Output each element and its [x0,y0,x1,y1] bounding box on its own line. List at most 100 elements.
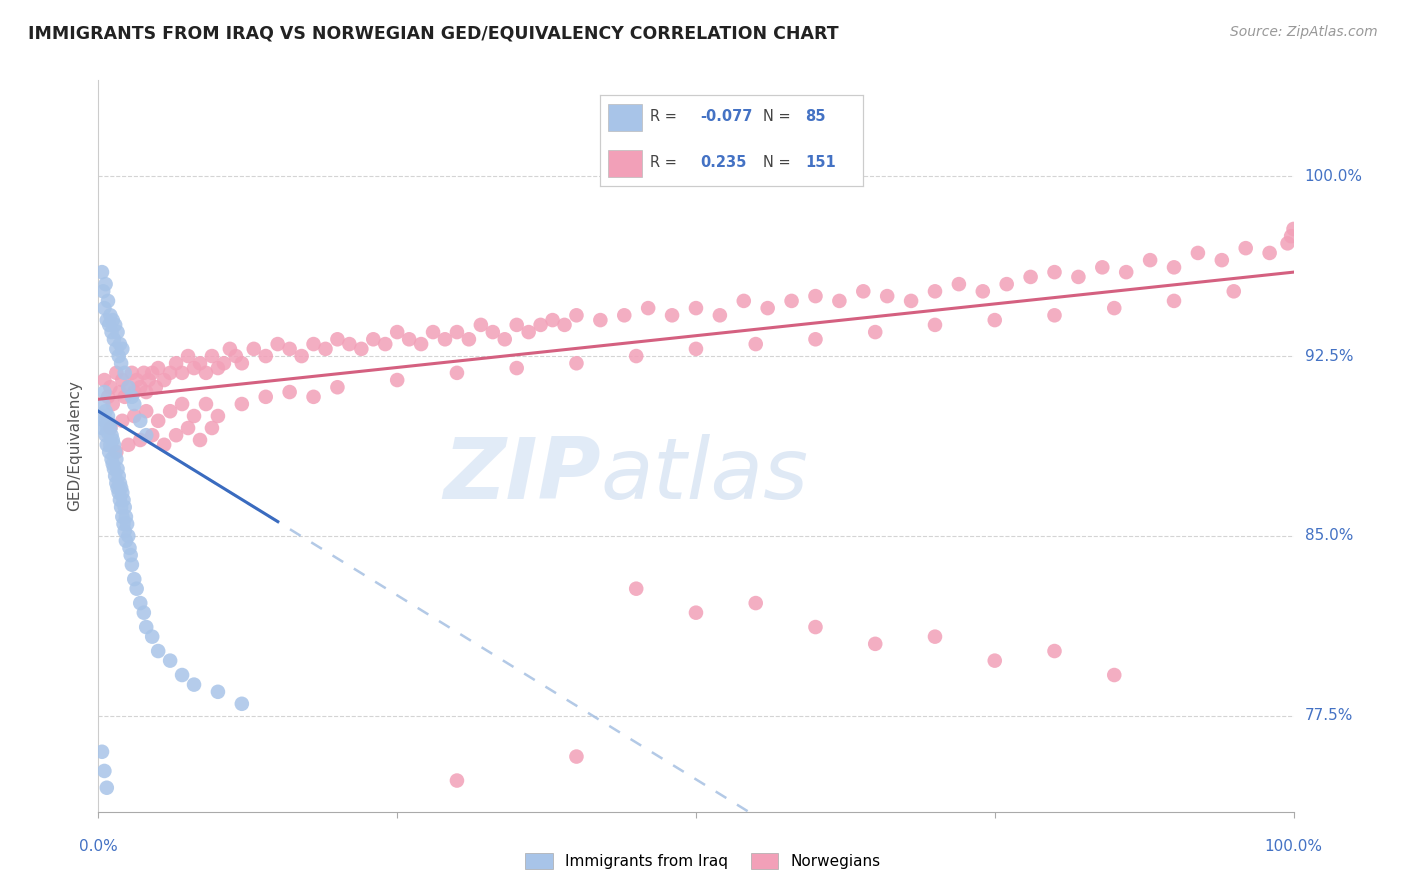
Point [165,428,187,442]
Point [188,356,211,370]
Point [107,325,129,339]
Point [110,356,132,370]
Point [541,313,564,327]
Point [924,318,946,332]
Point [107,481,129,495]
Point [326,380,349,394]
Point [709,308,731,322]
Point [100,452,122,467]
Point [125,373,148,387]
Point [446,325,468,339]
Y-axis label: GED/Equivalency: GED/Equivalency [67,381,83,511]
Point [117,529,139,543]
Point [804,620,827,634]
Text: 100.0%: 100.0% [1305,169,1362,184]
Point [108,385,131,400]
Point [172,397,194,411]
Point [97,293,120,308]
Point [93,414,115,428]
Point [385,325,409,339]
Point [1104,301,1126,315]
Point [98,421,122,435]
Point [135,620,157,634]
Point [219,342,242,356]
Point [446,773,468,788]
Point [900,293,922,308]
Point [98,380,122,394]
Text: ZIP: ZIP [443,434,600,516]
Point [188,433,211,447]
Point [494,332,516,346]
Point [1223,285,1246,299]
Point [434,332,457,346]
Point [93,764,115,778]
Point [554,318,576,332]
Point [212,356,235,370]
Text: Source: ZipAtlas.com: Source: ZipAtlas.com [1230,25,1378,39]
Point [172,668,194,682]
Point [1258,246,1281,260]
Point [105,452,128,467]
Point [108,476,131,491]
Point [148,644,170,658]
Point [458,332,481,346]
Point [112,516,135,531]
Point [589,313,612,327]
Point [91,285,114,299]
Point [125,582,148,596]
Point [1019,269,1042,284]
Point [278,385,301,400]
Point [865,637,887,651]
Text: 77.5%: 77.5% [1305,708,1353,723]
Point [104,469,127,483]
Point [135,385,157,400]
Point [101,433,124,447]
Point [685,342,707,356]
Point [96,313,118,327]
Point [115,509,138,524]
Point [101,457,124,471]
Point [231,356,253,370]
Point [105,366,128,380]
Point [1277,236,1299,251]
Point [91,421,114,435]
Point [385,373,409,387]
Point [278,342,301,356]
Point [135,428,157,442]
Point [91,745,114,759]
Point [1043,644,1066,658]
Point [110,481,132,495]
Point [98,416,121,430]
Point [94,277,117,292]
Point [96,421,118,435]
Point [101,397,124,411]
Point [254,349,277,363]
Point [98,308,122,322]
Point [159,654,181,668]
Point [626,349,648,363]
Point [107,485,129,500]
Point [98,421,122,435]
Text: 92.5%: 92.5% [1305,349,1353,364]
Point [129,380,152,394]
Point [111,509,134,524]
Point [110,500,132,515]
Point [984,313,1007,327]
Point [98,318,121,332]
Point [745,337,768,351]
Point [107,462,129,476]
Point [120,548,142,562]
Point [93,385,115,400]
Point [141,428,163,442]
Point [111,373,134,387]
Point [530,318,553,332]
Point [565,749,588,764]
Point [243,342,266,356]
Point [98,445,121,459]
Point [685,606,707,620]
Point [1282,222,1305,236]
Point [506,361,529,376]
Point [124,572,146,586]
Point [129,414,152,428]
Point [115,533,138,548]
